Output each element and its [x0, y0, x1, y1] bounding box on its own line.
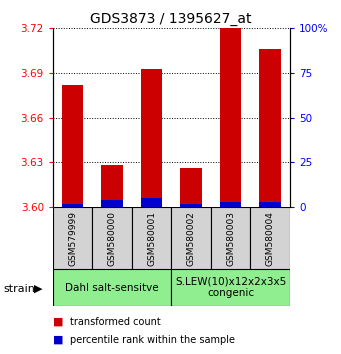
Text: ■: ■	[53, 335, 63, 345]
Bar	[220, 202, 241, 207]
Bar	[250, 207, 290, 269]
Bar	[53, 207, 92, 269]
Bar	[220, 27, 241, 207]
Bar	[53, 269, 171, 306]
Bar	[132, 207, 171, 269]
Bar	[259, 202, 281, 207]
Bar	[141, 198, 162, 207]
Text: ▶: ▶	[34, 284, 43, 293]
Text: GSM580001: GSM580001	[147, 211, 156, 266]
Bar	[180, 204, 202, 207]
Bar	[62, 85, 84, 207]
Bar	[101, 200, 123, 207]
Text: strain: strain	[3, 284, 35, 293]
Text: GSM580004: GSM580004	[266, 211, 275, 266]
Text: ■: ■	[53, 317, 63, 327]
Bar	[171, 269, 290, 306]
Text: GDS3873 / 1395627_at: GDS3873 / 1395627_at	[90, 12, 251, 27]
Text: GSM579999: GSM579999	[68, 211, 77, 266]
Bar	[259, 49, 281, 207]
Text: GSM580003: GSM580003	[226, 211, 235, 266]
Text: GSM580002: GSM580002	[187, 211, 196, 266]
Text: S.LEW(10)x12x2x3x5
congenic: S.LEW(10)x12x2x3x5 congenic	[175, 277, 286, 298]
Bar	[101, 165, 123, 207]
Bar	[180, 169, 202, 207]
Text: Dahl salt-sensitve: Dahl salt-sensitve	[65, 282, 159, 293]
Text: GSM580000: GSM580000	[108, 211, 117, 266]
Bar	[171, 207, 211, 269]
Bar	[211, 207, 250, 269]
Bar	[92, 207, 132, 269]
Text: transformed count: transformed count	[70, 317, 161, 327]
Bar	[141, 69, 162, 207]
Text: percentile rank within the sample: percentile rank within the sample	[70, 335, 235, 345]
Bar	[62, 204, 84, 207]
